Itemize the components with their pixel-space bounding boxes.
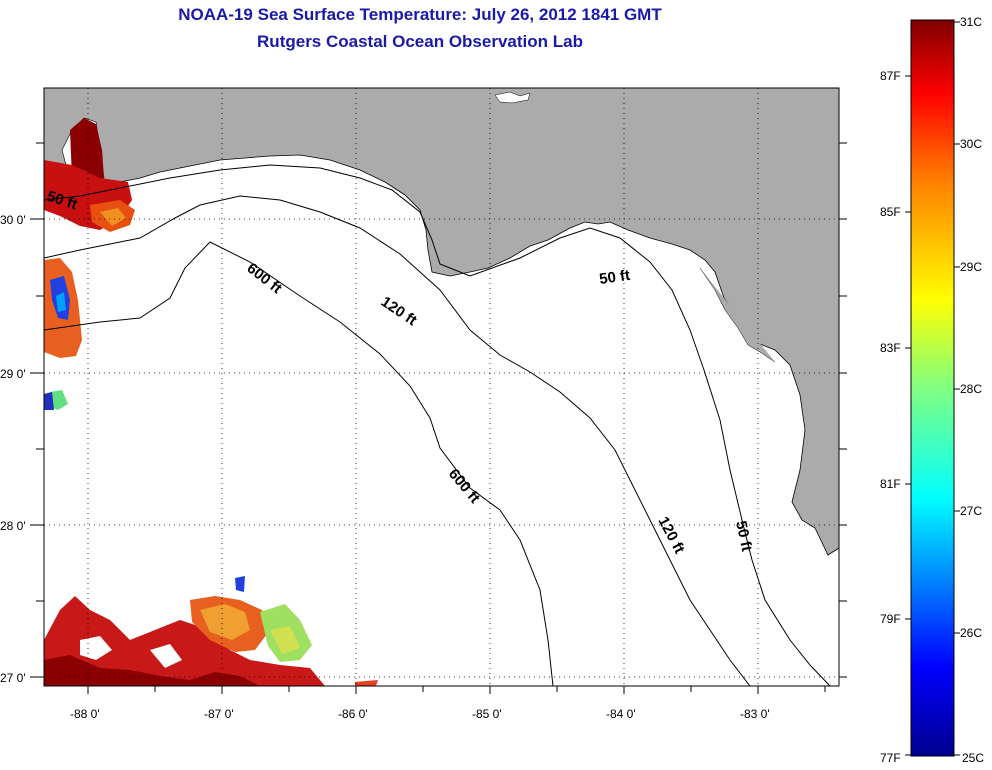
tick-marks	[30, 142, 847, 694]
colorbar-c-label: 28C	[960, 382, 982, 396]
contour-label: 50 ft	[732, 519, 755, 553]
colorbar-c-label: 31C	[960, 15, 982, 29]
sst-patch-west	[44, 258, 82, 410]
lat-tick-label: 30 0'	[0, 213, 26, 227]
map-title: NOAA-19 Sea Surface Temperature: July 26…	[178, 5, 662, 24]
colorbar-ticks	[905, 21, 960, 756]
big-bend-coast	[699, 267, 776, 363]
lat-tick-label: 28 0'	[0, 519, 26, 533]
lat-tick-label: 27 0'	[0, 671, 26, 685]
map-border	[43, 87, 840, 687]
island-chain	[494, 91, 531, 104]
colorbar-f-label: 85F	[880, 205, 901, 219]
contour-600ft	[44, 241, 554, 686]
colorbar-c-label: 30C	[960, 137, 982, 151]
land-area	[44, 88, 839, 556]
lon-tick-label: -87 0'	[204, 707, 234, 721]
colorbar-f-label: 83F	[880, 341, 901, 355]
lon-tick-label: -83 0'	[740, 707, 770, 721]
sst-patch-south	[44, 576, 378, 686]
sst-patch-mobile	[44, 118, 135, 232]
lon-tick-label: -88 0'	[70, 707, 100, 721]
colorbar-f-label: 81F	[880, 477, 901, 491]
colorbar-f-label: 77F	[880, 751, 901, 765]
colorbar-c-label: 25C	[962, 751, 984, 765]
lat-tick-label: 29 0'	[0, 367, 26, 381]
colorbar	[910, 19, 955, 757]
contour-50ft	[44, 164, 831, 686]
contour-label: 50 ft	[598, 267, 631, 288]
colorbar-c-label: 26C	[960, 626, 982, 640]
lon-tick-label: -85 0'	[472, 707, 502, 721]
lon-tick-label: -86 0'	[338, 707, 368, 721]
map-subtitle: Rutgers Coastal Ocean Observation Lab	[257, 32, 583, 51]
contour-120ft	[44, 195, 751, 686]
colorbar-c-label: 29C	[960, 260, 982, 274]
colorbar-f-label: 79F	[880, 612, 901, 626]
lon-tick-label: -84 0'	[606, 707, 636, 721]
colorbar-f-label: 87F	[880, 69, 901, 83]
colorbar-c-label: 27C	[960, 504, 982, 518]
